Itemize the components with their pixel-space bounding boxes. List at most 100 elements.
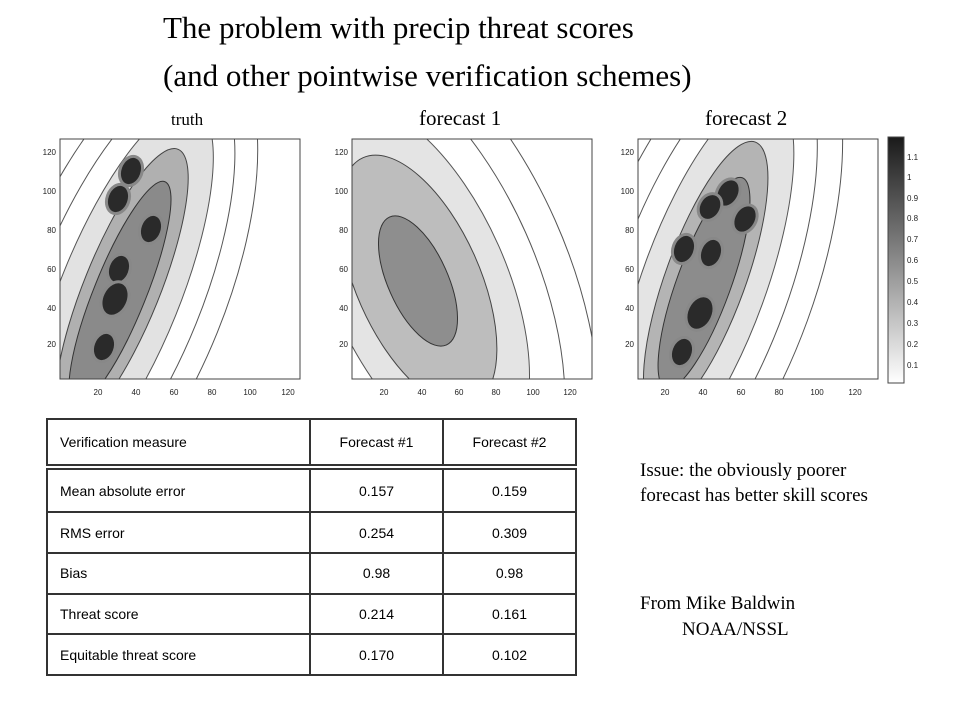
x-axis-ticks: 20 40 60 80 100 120 [380,388,578,397]
x-tick: 60 [455,388,464,397]
forecast-2-value: 0.309 [442,511,577,554]
colorbar-tick: 0.8 [907,214,919,223]
x-tick: 120 [848,388,862,397]
x-tick: 100 [810,388,824,397]
contour-line [60,139,259,379]
y-tick: 80 [339,226,348,235]
credit-organization: NOAA/NSSL [682,619,789,640]
header-forecast-2: Forecast #2 [442,418,577,468]
forecast-1-value: 0.170 [309,633,444,676]
source-credit: From Mike Baldwin NOAA/NSSL [640,591,880,643]
y-tick: 80 [625,226,634,235]
header-verification-measure: Verification measure [45,418,312,468]
y-tick: 100 [43,187,57,196]
y-axis-ticks: 20 40 60 80 100 120 [43,148,57,349]
plot-label-truth: truth [171,110,204,129]
x-tick: 60 [737,388,746,397]
forecast-2-value: 0.159 [442,465,577,514]
verification-table: Verification measure Forecast #1 Forecas… [45,418,577,676]
y-axis-ticks: 20 40 60 80 100 120 [335,148,349,349]
colorbar-tick: 0.2 [907,340,919,349]
y-tick: 100 [621,187,635,196]
x-tick: 20 [661,388,670,397]
contour-line [638,139,818,379]
forecast-2-value: 0.161 [442,592,577,636]
measure-name: Threat score [45,592,312,636]
colorbar-tick: 0.6 [907,256,919,265]
precip-cell [668,335,696,369]
y-tick: 40 [339,304,348,313]
issue-note: Issue: the obviously poorer forecast has… [640,460,868,506]
x-tick: 60 [170,388,179,397]
y-tick: 100 [335,187,349,196]
header-forecast-1: Forecast #1 [309,418,444,468]
measure-name: RMS error [45,511,312,554]
table-row: Threat score 0.214 0.161 [45,592,577,636]
forecast-1-value: 0.214 [309,592,444,636]
precip-cell [697,236,725,270]
precip-cell [137,212,165,246]
plot-label-forecast-2: forecast 2 [705,106,788,130]
x-tick: 40 [132,388,141,397]
contour-region [377,215,459,347]
table-row: Mean absolute error 0.157 0.159 [45,465,577,514]
forecast-2-value: 0.98 [442,551,577,595]
forecast-1-value: 0.254 [309,511,444,554]
precip-cell [696,192,724,222]
x-tick: 100 [243,388,257,397]
precip-cell [684,294,716,332]
colorbar-tick: 0.4 [907,298,919,307]
contour-plot-forecast-1: 20 40 60 80 100 120 20 40 60 80 100 120 [335,138,593,397]
colorbar-tick: 0.7 [907,235,919,244]
y-tick: 60 [625,265,634,274]
precip-cell [670,232,698,266]
x-tick: 20 [380,388,389,397]
y-tick: 20 [625,340,634,349]
x-tick: 20 [94,388,103,397]
x-axis-ticks: 20 40 60 80 100 120 [94,388,296,397]
contour-plot-forecast-2: 20 40 60 80 100 120 20 40 60 80 100 120 [621,138,879,397]
table-row: RMS error 0.254 0.309 [45,511,577,554]
precip-cell [90,330,118,364]
x-tick: 80 [492,388,501,397]
colorbar: 1.1 1 0.9 0.8 0.7 0.6 0.5 0.4 0.3 0.2 0.… [887,136,919,384]
y-tick: 60 [339,265,348,274]
x-axis-ticks: 20 40 60 80 100 120 [661,388,863,397]
credit-author: From Mike Baldwin [640,593,796,614]
y-tick: 20 [339,340,348,349]
x-tick: 100 [526,388,540,397]
colorbar-tick: 1.1 [907,153,919,162]
colorbar-tick: 0.5 [907,277,919,286]
measure-name: Equitable threat score [45,633,312,676]
slide-title-line-2: (and other pointwise verification scheme… [163,58,692,93]
contour-plot-truth: 20 40 60 80 100 120 20 40 60 80 100 120 [43,138,301,397]
y-tick: 120 [621,148,635,157]
y-tick: 60 [47,265,56,274]
precip-cell [99,280,131,318]
colorbar-scale [887,136,905,384]
plot-frame [59,138,301,380]
y-tick: 120 [43,148,57,157]
table-row: Equitable threat score 0.170 0.102 [45,633,577,676]
x-tick: 40 [699,388,708,397]
forecast-1-value: 0.98 [309,551,444,595]
contour-region [657,176,751,379]
contour-line [352,139,592,379]
precip-cell [731,203,759,235]
colorbar-tick: 0.1 [907,361,919,370]
table-row: Bias 0.98 0.98 [45,551,577,595]
y-tick: 80 [47,226,56,235]
x-tick: 120 [281,388,295,397]
colorbar-tick: 1 [907,173,912,182]
plot-label-forecast-1: forecast 1 [419,106,502,130]
forecast-1-value: 0.157 [309,465,444,514]
colorbar-tick: 0.3 [907,319,919,328]
plot-frame [637,138,879,380]
x-tick: 80 [775,388,784,397]
contour-line [352,139,566,379]
colorbar-tick: 0.9 [907,194,919,203]
measure-name: Bias [45,551,312,595]
x-tick: 80 [208,388,217,397]
y-axis-ticks: 20 40 60 80 100 120 [621,148,635,349]
y-tick: 40 [47,304,56,313]
